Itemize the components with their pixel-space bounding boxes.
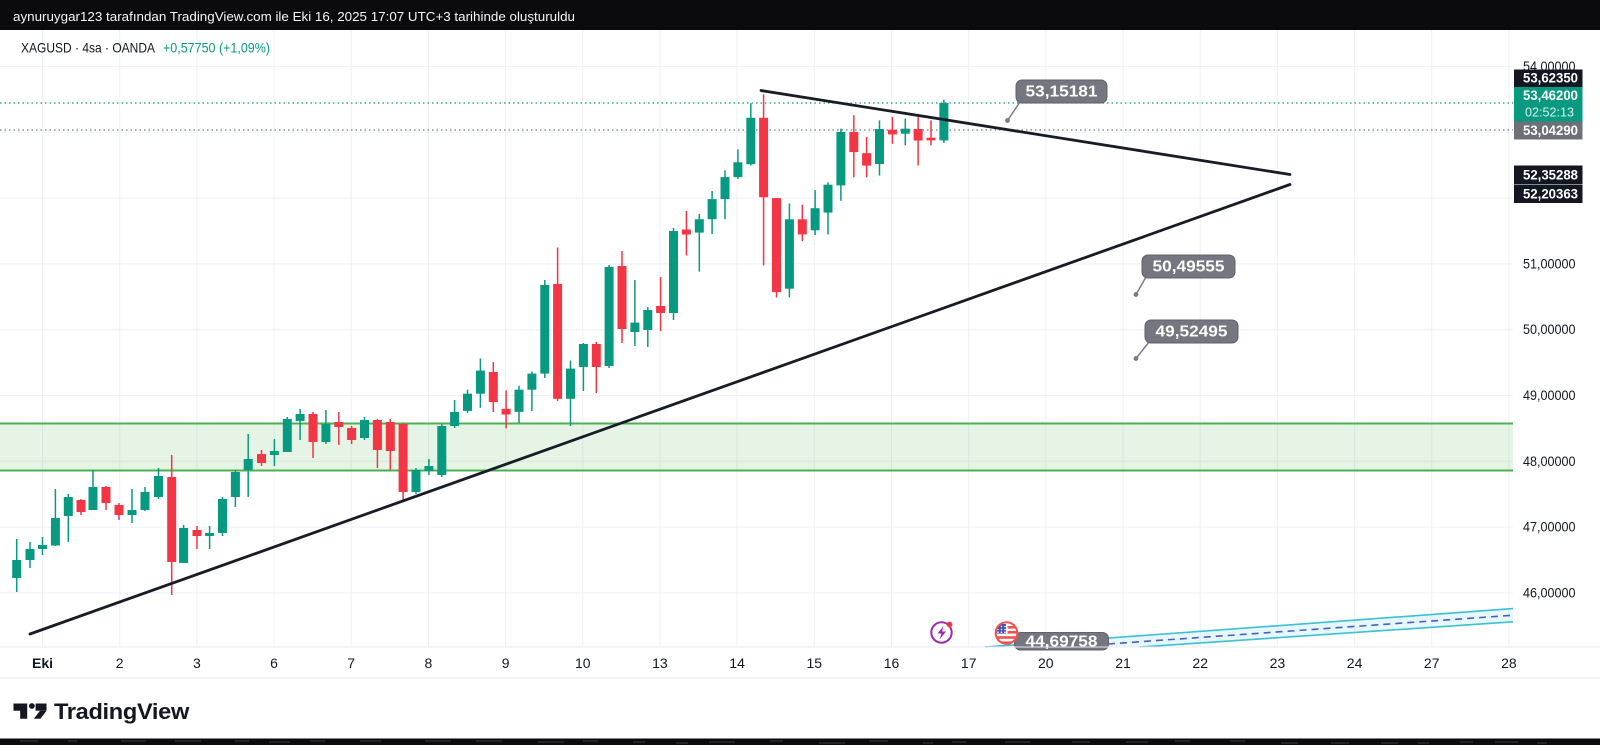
svg-text:51,00000: 51,00000: [1523, 256, 1576, 271]
svg-text:52,35288: 52,35288: [1523, 167, 1578, 182]
svg-text:8: 8: [425, 655, 433, 671]
svg-text:3: 3: [193, 655, 201, 671]
svg-text:10: 10: [575, 655, 591, 671]
svg-text:aynuruygar123 tarafından Tradi: aynuruygar123 tarafından TradingView.com…: [13, 9, 575, 24]
svg-text:27: 27: [1424, 655, 1440, 671]
svg-text:50,00000: 50,00000: [1523, 322, 1576, 337]
svg-text:Eki: Eki: [32, 655, 53, 671]
svg-text:7: 7: [347, 655, 355, 671]
svg-text:44,69758: 44,69758: [1026, 633, 1098, 650]
svg-text:50,49555: 50,49555: [1153, 259, 1225, 276]
svg-text:49,52495: 49,52495: [1156, 324, 1228, 341]
svg-text:23: 23: [1270, 655, 1286, 671]
svg-text:22: 22: [1192, 655, 1208, 671]
svg-text:14: 14: [729, 655, 745, 671]
svg-text:53,62350: 53,62350: [1523, 71, 1578, 86]
svg-text:15: 15: [807, 655, 823, 671]
svg-text:20: 20: [1038, 655, 1054, 671]
svg-text:46,00000: 46,00000: [1523, 585, 1576, 600]
svg-text:49,00000: 49,00000: [1523, 388, 1576, 403]
svg-text:16: 16: [884, 655, 900, 671]
svg-text:28: 28: [1501, 655, 1517, 671]
svg-text:+0,57750 (+1,09%): +0,57750 (+1,09%): [163, 40, 270, 56]
svg-text:52,20363: 52,20363: [1523, 186, 1578, 201]
svg-text:53,15181: 53,15181: [1026, 84, 1098, 101]
svg-text:24: 24: [1347, 655, 1363, 671]
svg-text:48,00000: 48,00000: [1523, 454, 1576, 469]
svg-text:13: 13: [652, 655, 668, 671]
svg-text:17: 17: [961, 655, 977, 671]
svg-text:53,46200: 53,46200: [1523, 88, 1578, 103]
svg-text:47,00000: 47,00000: [1523, 520, 1576, 535]
svg-text:9: 9: [502, 655, 510, 671]
svg-text:2: 2: [116, 655, 124, 671]
svg-text:21: 21: [1115, 655, 1131, 671]
svg-text:6: 6: [270, 655, 278, 671]
svg-text:XAGUSD · 4sa · OANDA: XAGUSD · 4sa · OANDA: [21, 40, 156, 56]
svg-text:53,04290: 53,04290: [1523, 123, 1578, 138]
svg-text:TradingView: TradingView: [54, 699, 190, 724]
svg-text:02:52:13: 02:52:13: [1525, 105, 1574, 120]
